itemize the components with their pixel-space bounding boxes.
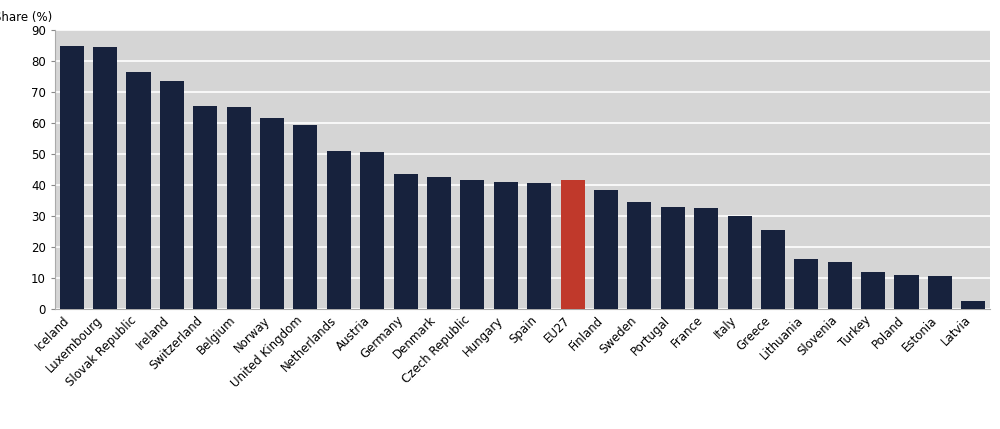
Bar — [160, 81, 184, 309]
Bar — [928, 276, 952, 309]
Bar — [561, 180, 585, 309]
Bar — [126, 72, 151, 309]
Bar — [627, 202, 651, 309]
Bar — [961, 301, 985, 309]
Bar — [227, 108, 251, 309]
Bar — [460, 180, 484, 309]
Text: Share (%): Share (%) — [0, 12, 52, 24]
Bar — [861, 272, 885, 309]
Bar — [427, 177, 451, 309]
Bar — [894, 275, 919, 309]
Bar — [293, 124, 317, 309]
Bar — [394, 174, 418, 309]
Bar — [661, 207, 685, 309]
Bar — [60, 45, 84, 309]
Bar — [93, 47, 117, 309]
Bar — [761, 230, 785, 309]
Bar — [828, 263, 852, 309]
Bar — [728, 216, 752, 309]
Bar — [594, 190, 618, 309]
Bar — [260, 118, 284, 309]
Bar — [527, 184, 551, 309]
Bar — [794, 259, 818, 309]
Bar — [360, 152, 384, 309]
Bar — [327, 151, 351, 309]
Bar — [193, 106, 217, 309]
Bar — [494, 182, 518, 309]
Bar — [694, 208, 718, 309]
